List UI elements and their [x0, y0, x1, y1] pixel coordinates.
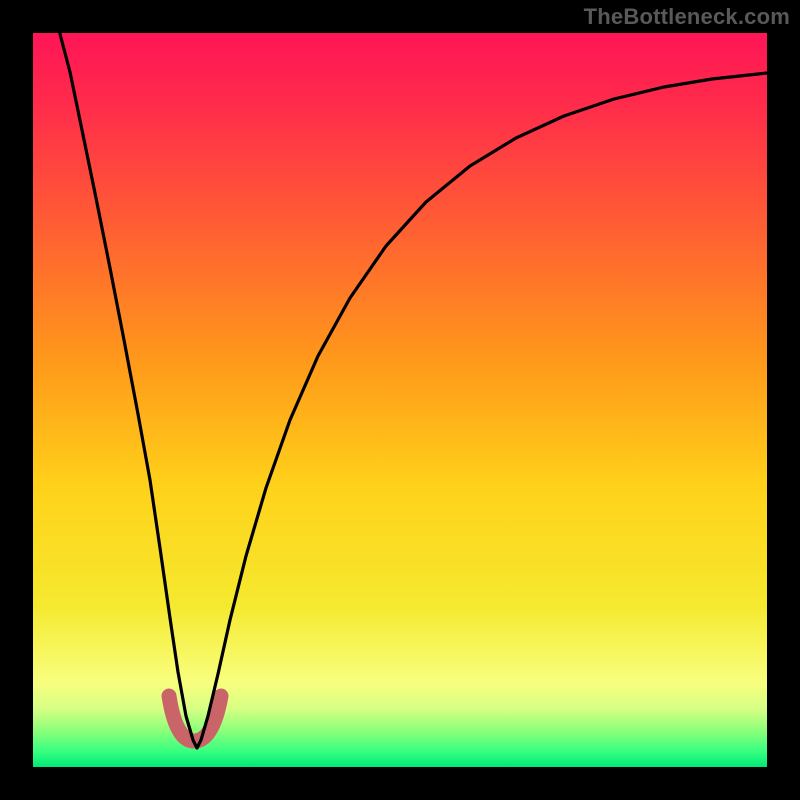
heat-gradient-area	[33, 33, 767, 767]
watermark-text: TheBottleneck.com	[584, 4, 790, 30]
chart-stage: TheBottleneck.com	[0, 0, 800, 800]
chart-svg	[0, 0, 800, 800]
